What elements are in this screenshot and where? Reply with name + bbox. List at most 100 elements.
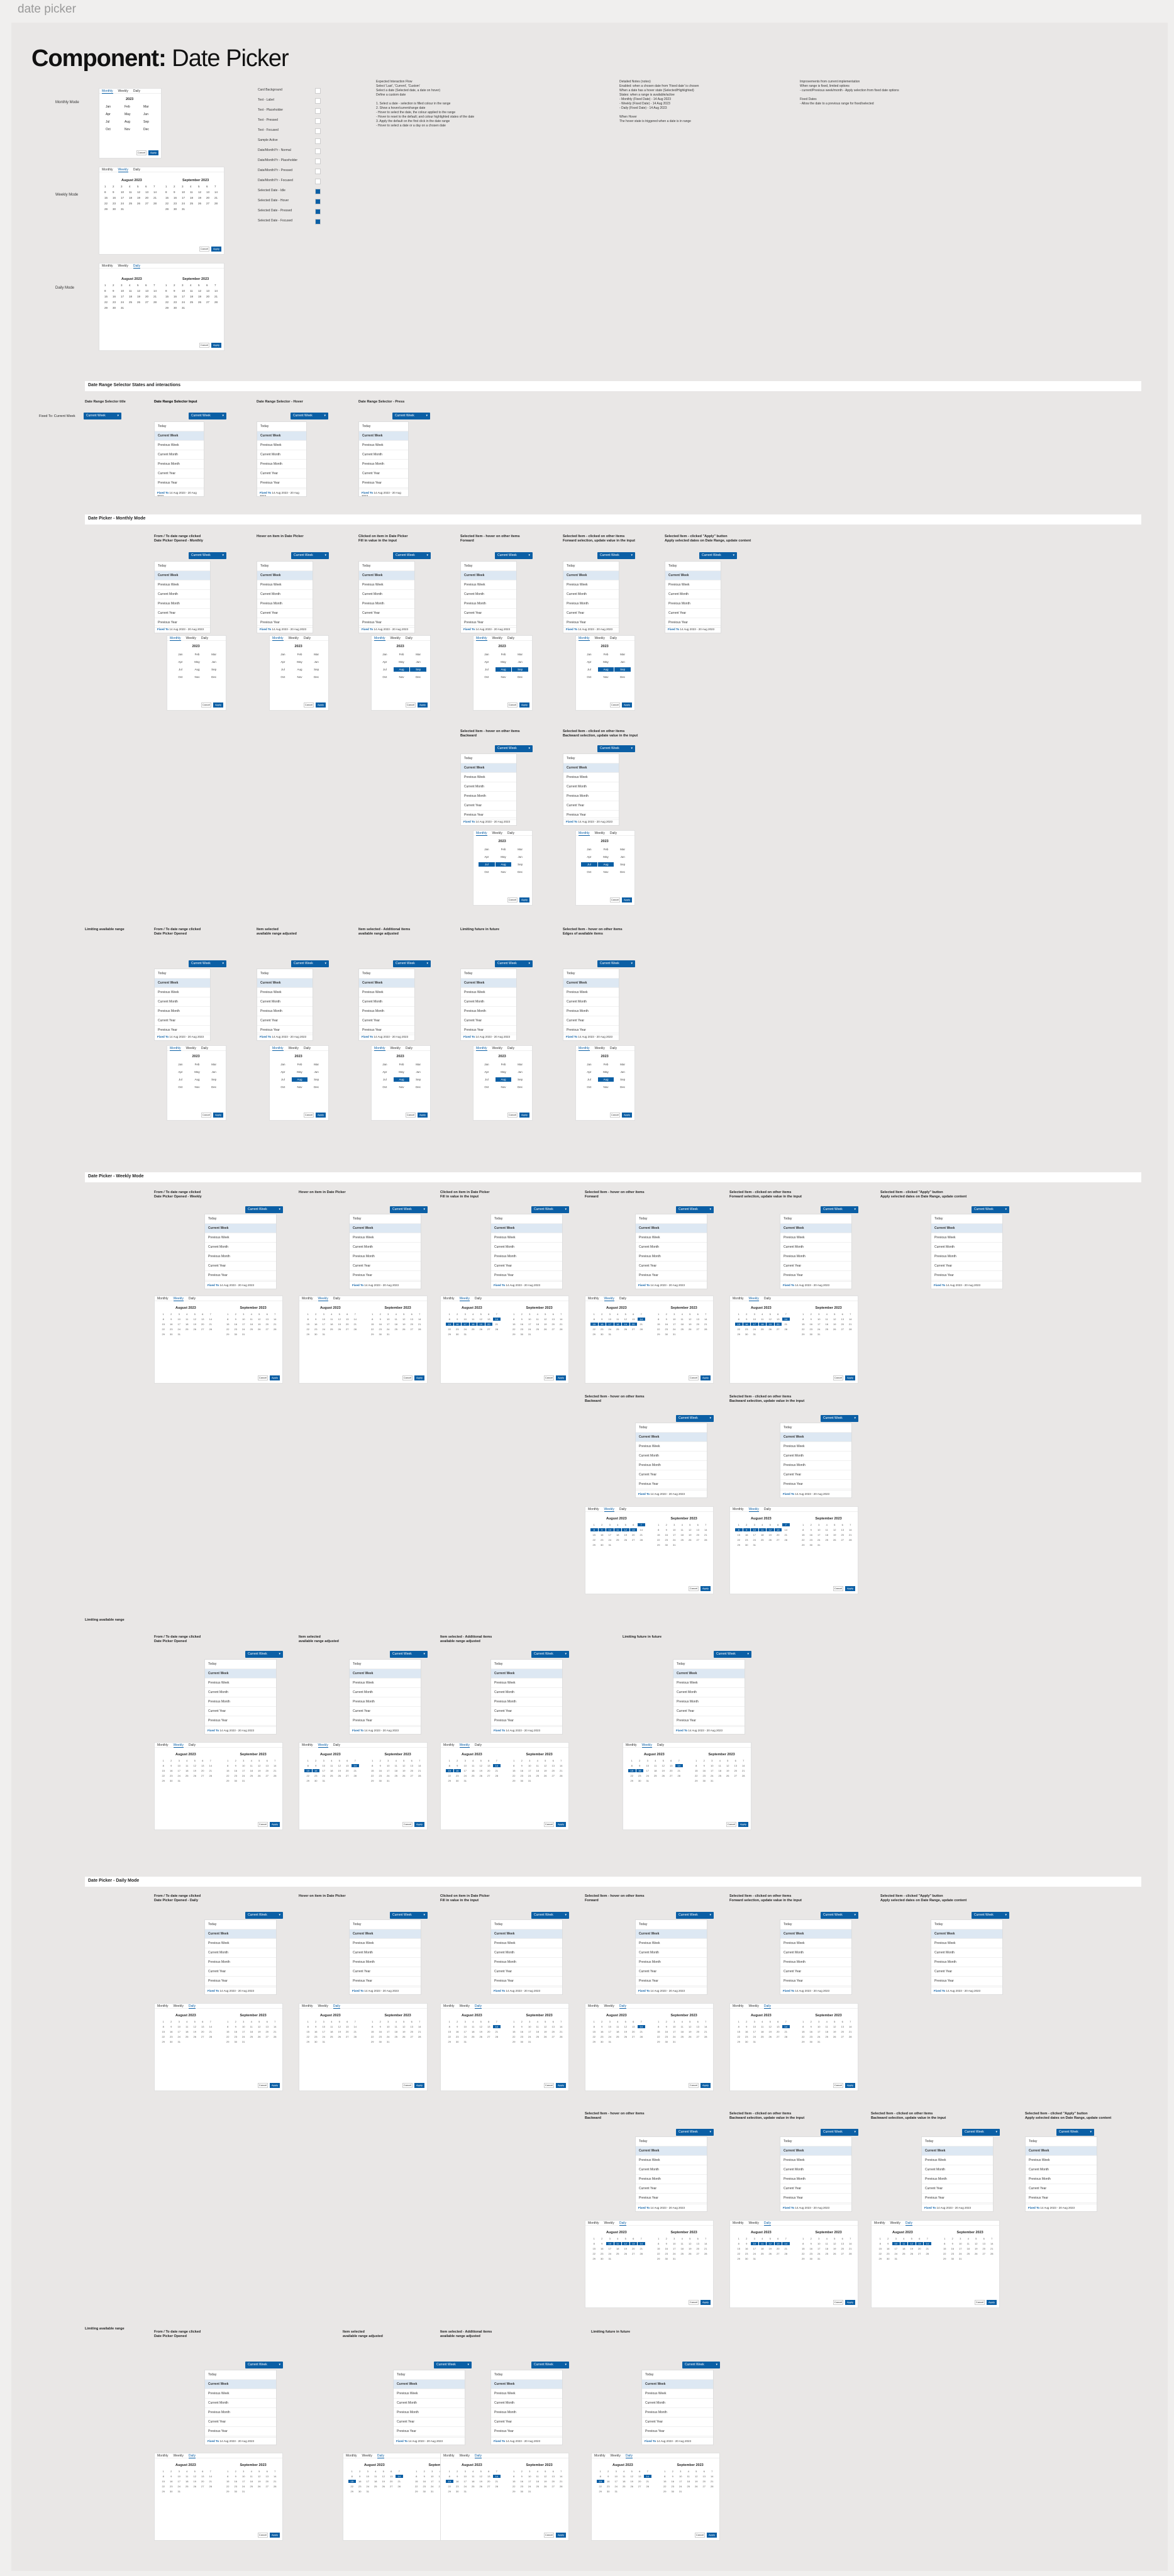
day-cell[interactable]: 26 <box>338 1774 341 1777</box>
day-cell[interactable]: 6 <box>390 2470 392 2473</box>
day-cell[interactable]: 24 <box>463 1774 467 1777</box>
day-cell[interactable]: 6 <box>777 1313 779 1316</box>
day-cell[interactable]: 4 <box>826 1313 828 1316</box>
day-cell[interactable]: 23 <box>951 2252 954 2255</box>
day-cell[interactable] <box>198 208 204 211</box>
day-cell[interactable]: 24 <box>894 2252 897 2255</box>
day-cell[interactable]: 3 <box>387 1313 389 1316</box>
day-cell[interactable]: 11 <box>536 2475 539 2478</box>
day-cell[interactable]: 23 <box>456 1774 459 1777</box>
day-cell[interactable] <box>129 208 135 211</box>
day-cell[interactable]: 16 <box>456 2030 459 2033</box>
day-cell[interactable]: 16 <box>234 1323 237 1326</box>
day-cell[interactable]: 13 <box>346 2025 349 2028</box>
range-option[interactable]: Previous Week <box>636 2156 707 2165</box>
day-cell[interactable]: 13 <box>201 2475 204 2478</box>
day-cell[interactable]: 23 <box>601 2035 604 2038</box>
month-cell[interactable]: Nov <box>603 1085 609 1089</box>
day-cell[interactable]: 24 <box>242 2035 245 2038</box>
day-cell[interactable]: 2 <box>457 1759 458 1762</box>
tab-weekly[interactable]: Weekly <box>604 1507 614 1512</box>
day-cell[interactable]: 13 <box>696 2242 699 2245</box>
day-cell[interactable]: 5 <box>769 2020 771 2023</box>
day-cell[interactable] <box>775 1543 782 1546</box>
month-cell[interactable]: May <box>297 660 302 663</box>
day-cell[interactable]: 9 <box>235 2025 236 2028</box>
day-cell[interactable]: 22 <box>657 1328 660 1331</box>
calendar-grid-aug[interactable]: 1 2 3 4 5 6 7 8 9 10 11 12 13 14 15 16 17 18 19 20 21 22 23 24 2… <box>104 185 159 211</box>
footer-range[interactable]: 14 Aug 2023 - 20 Aug 2023 <box>219 1284 254 1287</box>
day-cell[interactable]: 2 <box>665 2020 667 2023</box>
cancel-button[interactable]: Cancel <box>507 702 518 708</box>
range-option[interactable]: Previous Year <box>155 618 210 628</box>
tab-daily[interactable]: Daily <box>201 636 208 640</box>
day-cell[interactable]: 9 <box>601 2025 603 2028</box>
day-cell[interactable]: 9 <box>235 2475 236 2478</box>
day-cell[interactable]: 14 <box>418 2025 421 2028</box>
day-cell[interactable]: 11 <box>436 2475 444 2478</box>
range-option[interactable]: Today <box>636 1214 707 1224</box>
day-cell[interactable]: 23 <box>601 1538 604 1541</box>
day-cell[interactable] <box>614 1543 622 1546</box>
tab-daily[interactable]: Daily <box>507 831 514 835</box>
apply-button[interactable]: Apply <box>738 1822 748 1827</box>
month-cell[interactable]: Jan <box>280 1063 285 1066</box>
range-option[interactable]: Previous Week <box>257 580 313 590</box>
range-option[interactable]: Current Week <box>636 2146 707 2156</box>
day-cell[interactable]: 31 <box>528 1333 531 1336</box>
day-cell[interactable]: 22 <box>162 1774 165 1777</box>
day-cell[interactable]: 7 <box>705 2020 707 2023</box>
day-cell[interactable]: 9 <box>315 1764 317 1767</box>
day-cell[interactable]: 4 <box>761 2020 763 2023</box>
day-cell[interactable]: 5 <box>198 185 200 188</box>
day-cell[interactable]: 12 <box>258 1764 261 1767</box>
day-cell[interactable]: 15 <box>512 1323 516 1326</box>
day-cell[interactable]: 4 <box>395 1759 397 1762</box>
day-cell[interactable] <box>740 1779 748 1782</box>
day-cell[interactable]: 6 <box>841 2020 843 2023</box>
day-cell[interactable]: 23 <box>665 1328 668 1331</box>
range-option[interactable]: Today <box>205 1660 276 1669</box>
day-cell[interactable]: 2 <box>607 2470 609 2473</box>
month-cell[interactable]: Mar <box>211 653 217 656</box>
day-cell[interactable]: 24 <box>242 1328 245 1331</box>
day-cell[interactable]: 1 <box>165 284 167 287</box>
range-option[interactable]: Previous Month <box>359 599 414 609</box>
day-cell[interactable]: 26 <box>910 2252 913 2255</box>
day-cell[interactable]: 4 <box>472 2020 474 2023</box>
day-cell[interactable]: 19 <box>689 2030 692 2033</box>
footer-range[interactable]: 14 Aug 2023 - 20 Aug 2023 <box>157 491 197 497</box>
day-cell[interactable]: 16 <box>520 2480 523 2483</box>
day-cell[interactable]: 30 <box>379 2040 382 2043</box>
day-cell[interactable] <box>380 2490 387 2493</box>
cancel-button[interactable]: Cancel <box>201 1113 211 1118</box>
day-cell[interactable]: 2 <box>746 1313 748 1316</box>
day-cell[interactable]: 22 <box>104 202 108 205</box>
range-option[interactable]: Previous Week <box>461 988 516 997</box>
day-cell[interactable]: 19 <box>258 1769 261 1772</box>
month-cell[interactable]: Aug <box>194 1078 200 1081</box>
day-cell[interactable]: 15 <box>448 2030 451 2033</box>
day-cell[interactable]: 1 <box>658 1313 660 1316</box>
day-cell[interactable]: 17 <box>463 2030 467 2033</box>
day-cell[interactable] <box>336 1779 343 1782</box>
day-cell[interactable]: 24 <box>322 2035 325 2038</box>
day-cell[interactable]: 17 <box>753 1533 756 1536</box>
range-option[interactable]: Previous Month <box>780 2175 851 2184</box>
day-cell[interactable] <box>199 2490 207 2493</box>
day-cell[interactable]: 17 <box>608 2030 611 2033</box>
day-cell[interactable]: 27 <box>410 2035 413 2038</box>
day-cell[interactable]: 24 <box>121 202 125 205</box>
range-dropdown[interactable]: Current Week <box>676 1912 714 1919</box>
day-cell[interactable]: 8 <box>664 2475 666 2478</box>
tab-monthly[interactable]: Monthly <box>302 1297 313 1301</box>
day-cell[interactable]: 26 <box>402 1774 406 1777</box>
day-cell[interactable]: 12 <box>975 2242 978 2245</box>
day-cell[interactable]: 17 <box>182 196 186 199</box>
day-cell[interactable]: 26 <box>137 301 141 304</box>
range-option[interactable]: Previous Month <box>257 1007 313 1016</box>
day-cell[interactable]: 12 <box>689 2025 692 2028</box>
month-cell[interactable]: May <box>603 1070 609 1074</box>
